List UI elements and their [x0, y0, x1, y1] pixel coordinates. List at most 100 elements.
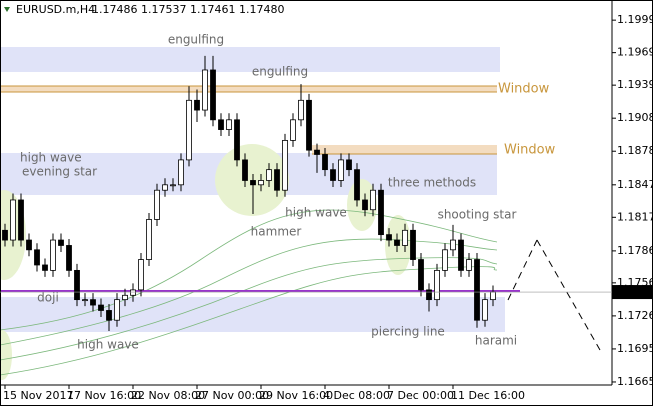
- candle-body: [114, 299, 120, 321]
- quote: 1.17486 1.17537 1.17461 1.17480: [92, 3, 284, 16]
- candle-body: [258, 180, 264, 186]
- candle-body: [370, 189, 376, 211]
- annotation: high wave: [285, 206, 347, 220]
- candle-body: [298, 99, 304, 121]
- x-tick-label: 22 Nov 08:00: [131, 389, 205, 402]
- candle-body: [130, 289, 136, 296]
- candle-body: [186, 99, 192, 161]
- candle-body: [162, 184, 168, 191]
- candle-body: [66, 245, 72, 271]
- zone: [0, 297, 505, 332]
- candle-body: [458, 239, 464, 271]
- x-tick-label: 7 Dec 00:00: [387, 389, 454, 402]
- candle-body: [2, 229, 8, 241]
- candle-body: [58, 239, 64, 246]
- annotation: Window: [504, 143, 556, 158]
- annotation: piercing line: [371, 325, 445, 339]
- candle-body: [194, 99, 200, 111]
- candle-body: [474, 259, 480, 321]
- x-tick-label: 29 Nov 16:00: [259, 389, 333, 402]
- candle-body: [90, 299, 96, 306]
- annotation: high wave: [20, 151, 82, 165]
- y-tick-label: 1.17260: [617, 309, 653, 322]
- symbol-icon: [4, 7, 10, 12]
- candle-body: [10, 199, 16, 241]
- window-zone: [312, 145, 497, 154]
- annotation: harami: [475, 334, 517, 348]
- last-price-label: 1.17480: [616, 285, 653, 298]
- zone: [0, 47, 500, 72]
- x-tick-label: 27 Nov 00:00: [195, 389, 269, 402]
- x-tick-label: 11 Dec 16:00: [451, 389, 525, 402]
- candle-body: [138, 259, 144, 291]
- candle-body: [274, 169, 280, 191]
- y-tick-label: 1.19390: [617, 78, 653, 91]
- candle-body: [122, 294, 128, 301]
- candle-body: [394, 239, 400, 246]
- candle-body: [346, 159, 352, 171]
- y-tick-label: 1.16650: [617, 375, 653, 388]
- candle-body: [82, 299, 88, 302]
- y-tick-label: 1.19990: [617, 13, 653, 26]
- annotation: engulfing: [168, 33, 224, 47]
- candle-body: [266, 169, 272, 181]
- candle-body: [482, 299, 488, 321]
- candle-body: [314, 149, 320, 155]
- annotation: evening star: [22, 165, 97, 179]
- candle-body: [106, 310, 112, 321]
- annotation: high wave: [77, 338, 139, 352]
- candle-body: [74, 269, 80, 301]
- candle-body: [322, 154, 328, 171]
- candle-body: [362, 199, 368, 211]
- last-price-box: [612, 285, 653, 300]
- symbol: EURUSD.m,H4: [16, 3, 95, 16]
- y-tick-label: 1.17860: [617, 244, 653, 257]
- candle-body: [226, 119, 232, 130]
- projection: [507, 239, 601, 351]
- candle-body: [202, 69, 208, 111]
- candle-body: [154, 189, 160, 220]
- y-tick-label: 1.19085: [617, 111, 653, 124]
- highlight: [0, 330, 12, 380]
- candle-body: [466, 259, 472, 271]
- candle-body: [386, 234, 392, 241]
- candle-body: [34, 249, 40, 266]
- x-tick-label: 17 Nov 16:00: [67, 389, 141, 402]
- candle-body: [306, 99, 312, 151]
- ma-line: [0, 257, 498, 361]
- candle-body: [234, 119, 240, 161]
- window-zone: [0, 86, 497, 92]
- candle-body: [42, 264, 48, 271]
- annotation: doji: [37, 291, 59, 305]
- candle-body: [18, 199, 24, 241]
- candle-body: [378, 189, 384, 236]
- candle-body: [26, 239, 32, 251]
- annotation: shooting star: [438, 208, 517, 222]
- y-tick-label: 1.18470: [617, 178, 653, 191]
- candle-body: [410, 229, 416, 260]
- candle-body: [450, 239, 456, 251]
- candle-body: [442, 249, 448, 271]
- candle-body: [98, 304, 104, 311]
- zones: [0, 47, 505, 380]
- y-tick-label: 1.18170: [617, 210, 653, 223]
- candle-body: [402, 229, 408, 246]
- candle-body: [146, 219, 152, 260]
- annotation: engulfing: [252, 65, 308, 79]
- candle-body: [218, 119, 224, 130]
- highlight: [215, 144, 289, 216]
- candle-body: [434, 269, 440, 301]
- candle-body: [354, 169, 360, 201]
- candle-body: [330, 169, 336, 181]
- y-tick-label: 1.16955: [617, 342, 653, 355]
- x-tick-label: 15 Nov 2017: [3, 389, 73, 402]
- annotation: three methods: [388, 176, 476, 190]
- candle-body: [282, 139, 288, 191]
- annotation: hammer: [251, 225, 302, 239]
- candle-body: [170, 184, 176, 187]
- candle-body: [242, 159, 248, 181]
- ma-line: [0, 266, 498, 376]
- candle-body: [250, 180, 256, 186]
- projection-line: [536, 239, 601, 351]
